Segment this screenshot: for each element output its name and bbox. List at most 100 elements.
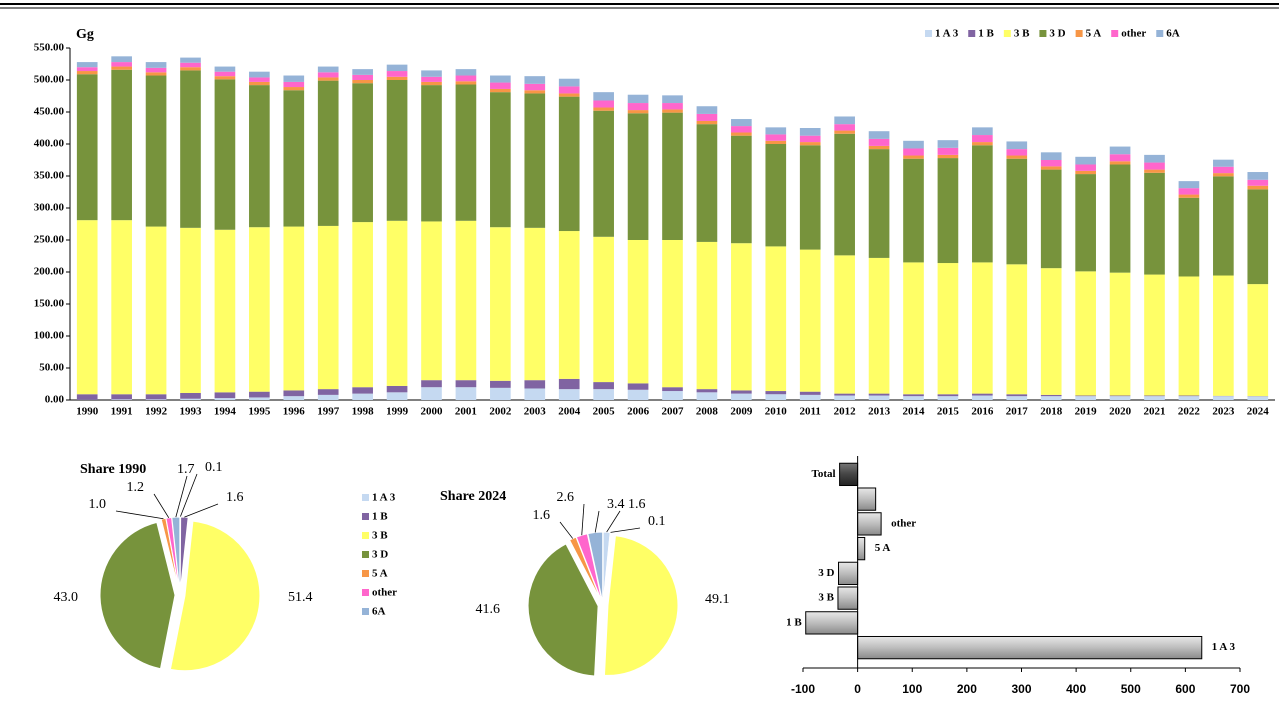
- x-tick-label: 1995: [248, 406, 271, 418]
- data-label: 1.6: [628, 497, 646, 512]
- bar-segment: [593, 92, 614, 101]
- bar-segment: [627, 383, 649, 390]
- data-label: 51.4: [288, 590, 313, 605]
- data-label: 3.4: [607, 497, 625, 512]
- bar-segment: [111, 66, 132, 70]
- leader-line: [610, 527, 641, 533]
- bar-segment: [421, 81, 442, 86]
- bar-segment: [352, 83, 373, 223]
- bar-segment: [731, 135, 752, 244]
- data-label: 43.0: [54, 590, 79, 605]
- bar-segment: [111, 220, 132, 395]
- data-label: 1.6: [533, 508, 551, 523]
- data-label: 1.7: [177, 462, 195, 477]
- pie-slice: [527, 543, 599, 677]
- bar-segment: [421, 221, 442, 381]
- bar-segment: [421, 85, 442, 222]
- bar-segment: [937, 140, 959, 148]
- bar-segment: [1040, 169, 1062, 269]
- bar-segment: [1075, 156, 1096, 165]
- category-label: 3 B: [818, 592, 834, 604]
- bar-segment: [799, 391, 821, 395]
- bar-segment: [145, 394, 167, 400]
- bar-segment: [180, 67, 201, 71]
- bar-segment: [868, 131, 890, 139]
- bar-segment: [696, 389, 718, 393]
- bar-segment: [317, 389, 339, 395]
- bar-segment: [180, 62, 201, 68]
- y-tick-label: 200.00: [34, 266, 65, 278]
- pie-slice: [169, 520, 261, 672]
- bar-segment: [1109, 164, 1131, 273]
- bar-segment: [214, 76, 236, 80]
- legend-label: 3 D: [372, 549, 388, 561]
- bar-segment: [937, 396, 959, 400]
- bar-segment: [868, 393, 890, 396]
- bar: [838, 561, 859, 586]
- data-label: 2.6: [557, 490, 575, 505]
- bar-segment: [627, 240, 649, 384]
- bar-segment: [145, 72, 167, 76]
- bar-segment: [283, 87, 305, 91]
- bar-segment: [558, 389, 580, 400]
- bar-segment: [627, 110, 649, 114]
- bar-segment: [283, 226, 305, 391]
- x-tick-label: 2015: [937, 406, 960, 418]
- x-tick-label: 1992: [145, 406, 168, 418]
- bar-segment: [1247, 284, 1269, 397]
- bar-segment: [765, 394, 787, 400]
- bar-segment: [696, 113, 718, 121]
- x-tick-label: 0: [854, 682, 861, 696]
- bar-segment: [490, 387, 511, 400]
- bar-segment: [1109, 395, 1131, 397]
- bar-segment: [455, 84, 477, 221]
- bar-segment: [421, 387, 442, 400]
- bar-segment: [455, 380, 477, 388]
- bar-segment: [662, 387, 683, 392]
- bar-segment: [937, 158, 959, 264]
- bar-segment: [868, 395, 890, 400]
- bar-segment: [180, 57, 201, 63]
- bar-segment: [972, 393, 993, 396]
- x-tick-label: 2019: [1075, 406, 1098, 418]
- x-tick-label: 2013: [868, 406, 891, 418]
- bar-segment: [386, 64, 408, 72]
- bar-segment: [1213, 166, 1234, 174]
- bar-segment: [972, 262, 993, 394]
- bar-segment: [249, 81, 270, 86]
- bar-segment: [111, 399, 132, 400]
- bar-segment: [490, 380, 511, 388]
- legend-swatch: [362, 513, 369, 520]
- x-tick-label: 1999: [386, 406, 409, 418]
- leader-line: [581, 503, 585, 536]
- bar: [837, 586, 859, 610]
- bar-segment: [731, 243, 752, 391]
- bar-segment: [1247, 189, 1269, 285]
- bar-segment: [1075, 164, 1096, 171]
- x-tick-label: 2017: [1006, 406, 1029, 418]
- y-tick-label: 350.00: [34, 170, 65, 182]
- bar-segment: [76, 62, 98, 68]
- bar-segment: [1247, 396, 1269, 400]
- legend-swatch: [1156, 30, 1164, 37]
- x-tick-label: 700: [1230, 682, 1250, 696]
- bar-segment: [1075, 396, 1096, 400]
- bar-segment: [145, 226, 167, 395]
- bar-segment: [145, 67, 167, 73]
- y-tick-label: 550.00: [34, 42, 65, 54]
- bar-segment: [490, 88, 511, 93]
- bar-segment: [386, 385, 408, 393]
- bar-segment: [386, 220, 408, 386]
- y-tick-label: 0.00: [45, 394, 65, 406]
- bar-segment: [283, 90, 305, 227]
- category-label: 1 A 3: [1212, 641, 1236, 653]
- category-label: 5 A: [875, 542, 891, 554]
- legend-label: 1 A 3: [372, 492, 396, 504]
- legend-label: 3 D: [1049, 28, 1065, 40]
- bar-segment: [111, 62, 132, 67]
- data-label: 1.2: [127, 480, 145, 495]
- x-tick-label: 2000: [421, 406, 444, 418]
- bar-segment: [937, 147, 959, 155]
- bar-segment: [111, 69, 132, 221]
